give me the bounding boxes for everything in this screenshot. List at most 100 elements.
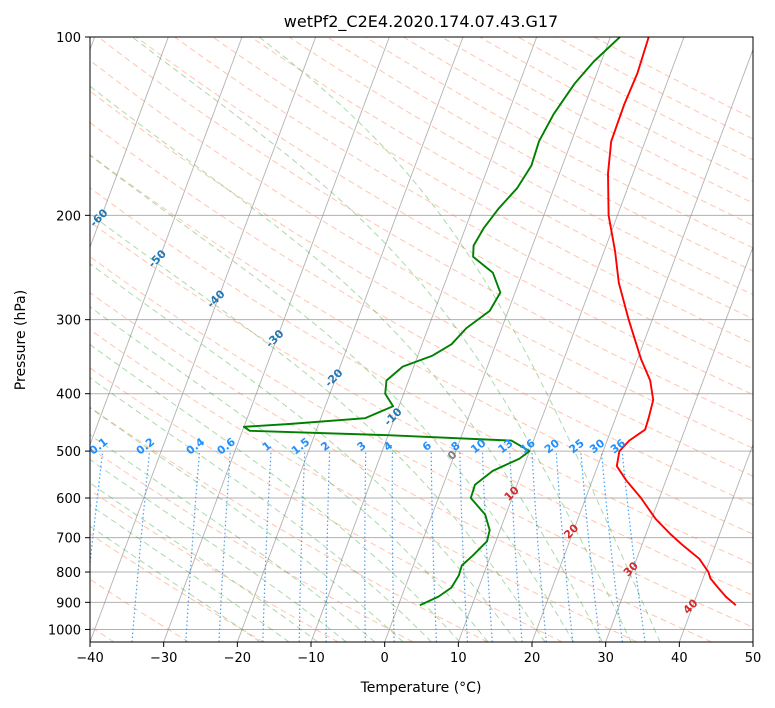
dry-adiabat-label: -40 (204, 287, 227, 310)
x-tick-label: −40 (76, 651, 103, 666)
moist-adiabat-line (258, 37, 661, 642)
mixing-ratio-line (325, 451, 331, 642)
profile-series-line (242, 37, 621, 607)
y-tick-label: 900 (56, 596, 81, 611)
dry-adiabat-label: -60 (87, 206, 110, 229)
dry-adiabat-line (90, 406, 488, 642)
mixing-ratio-label: 20 (542, 436, 562, 456)
x-axis-label: Temperature (°C) (360, 680, 482, 696)
dry-adiabat-line (90, 447, 414, 642)
dry-adiabat-line (136, 37, 753, 396)
x-tick-label: −30 (150, 651, 177, 666)
mixing-ratio-label: 0.6 (215, 435, 239, 457)
mixing-ratio-line (364, 451, 367, 642)
chart-title: wetPf2_C2E4.2020.174.07.43.G17 (284, 12, 558, 32)
dry-adiabat-line (517, 37, 753, 161)
x-tick-label: 40 (671, 651, 688, 666)
x-tick-label: 20 (524, 651, 541, 666)
mixing-ratio-line (481, 451, 493, 642)
mixing-ratio-line (391, 451, 395, 642)
dry-adiabat-line (90, 489, 339, 642)
moist-adiabat-line (90, 434, 376, 642)
mixing-ratio-line (131, 451, 151, 642)
dry-adiabat-line (555, 37, 753, 140)
x-tick-label: 30 (597, 651, 614, 666)
dry-adiabat-line (212, 37, 753, 345)
dry-adiabat-line (97, 37, 753, 422)
dry-adiabat-label: -70 (29, 164, 52, 187)
dry-adiabat-line (441, 37, 753, 204)
mixing-ratio-line (262, 451, 272, 642)
y-tick-label: 1000 (48, 623, 81, 638)
dry-adiabat-label: -20 (322, 366, 345, 389)
dry-adiabat-line (594, 37, 753, 120)
plot-area: 0.10.20.40.611.52346810131620253036-100-… (29, 31, 762, 666)
moist-adiabat-line (90, 377, 432, 642)
isotherm-line (163, 37, 390, 642)
dry-adiabat-label: -50 (146, 247, 169, 270)
isotherm-line (752, 640, 753, 642)
y-tick-label: 300 (56, 314, 81, 329)
isotherm-line (605, 245, 753, 642)
mixing-ratio-line (555, 451, 574, 642)
mixing-ratio-line (218, 451, 231, 642)
moist-adiabat-line (90, 154, 575, 642)
mixing-ratio-label: 0.4 (184, 435, 208, 457)
dry-adiabat-line (288, 37, 753, 296)
y-tick-label: 500 (56, 445, 81, 460)
dry-adiabat-line (174, 37, 753, 370)
mixing-ratio-label: 36 (608, 436, 628, 456)
moist-adiabat-line (90, 344, 461, 642)
moist-adiabat-line (90, 482, 319, 642)
moist-adiabat-line (90, 85, 603, 642)
moist-adiabat-line (90, 504, 290, 642)
dry-adiabat-line (365, 37, 753, 249)
dry-adiabat-label: 10 (502, 483, 522, 503)
isotherm-line (90, 37, 169, 249)
dry-adiabat-label: 20 (561, 521, 581, 541)
dry-adiabat-line (90, 121, 753, 506)
dry-adiabat-label: -30 (263, 327, 286, 350)
mixing-ratio-line (600, 451, 623, 642)
isotherm-line (90, 37, 317, 642)
mixing-ratio-line (621, 451, 646, 642)
moist-adiabat-line (90, 213, 546, 642)
y-tick-label: 200 (56, 209, 81, 224)
isotherm-line (531, 48, 753, 642)
dry-adiabat-line (90, 187, 753, 565)
moist-adiabat-line (90, 306, 489, 642)
y-tick-label: 800 (56, 566, 81, 581)
y-axis-label: Pressure (hPa) (13, 290, 29, 390)
mixing-ratio-label: 1.5 (289, 435, 312, 457)
dry-adiabat-line (90, 329, 638, 642)
isotherm-line (90, 37, 243, 446)
isotherm-line (384, 37, 611, 642)
y-tick-label: 700 (56, 532, 81, 547)
dry-adiabat-label: 40 (681, 596, 701, 616)
mixing-ratio-line (298, 451, 306, 642)
isotherm-line (457, 37, 685, 642)
dry-adiabat-line (90, 533, 264, 642)
mixing-ratio-line (90, 451, 104, 570)
dry-adiabat-line (90, 256, 753, 628)
x-tick-label: 0 (381, 651, 389, 666)
x-tick-label: 10 (450, 651, 467, 666)
x-tick-label: −10 (297, 651, 324, 666)
mixing-ratio-label: 0.2 (134, 435, 157, 457)
y-tick-label: 100 (56, 31, 81, 46)
plot-frame (89, 36, 754, 643)
mixing-ratio-label: 30 (587, 436, 607, 456)
mixing-ratio-line (531, 451, 547, 642)
y-tick-label: 400 (56, 388, 81, 403)
dry-adiabat-line (90, 221, 753, 596)
x-tick-label: −20 (224, 651, 251, 666)
dry-adiabat-label: -10 (381, 405, 404, 428)
dry-adiabat-line (326, 37, 753, 272)
dry-adiabat-line (479, 37, 753, 182)
plot-lines: 0.10.20.40.611.52346810131620253036-100-… (29, 37, 753, 642)
moist-adiabat-line (90, 407, 404, 642)
x-tick-label: 50 (745, 651, 762, 666)
moist-adiabat-line (90, 263, 517, 642)
mixing-ratio-line (580, 451, 601, 642)
